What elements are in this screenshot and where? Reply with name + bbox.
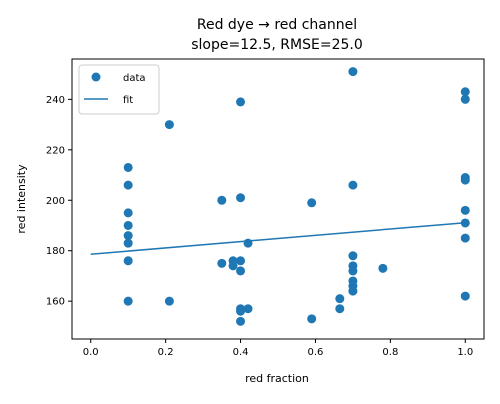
y-axis-ticks: 160 180 200 220 240 <box>46 95 72 308</box>
data-point-3 <box>124 221 133 230</box>
x-tick-label-3: 0.6 <box>308 347 324 358</box>
x-tick-label-0: 0.0 <box>83 347 99 358</box>
chart-title-line-1: Red dye → red channel <box>197 17 357 33</box>
fit-line <box>91 223 466 255</box>
data-point-25 <box>335 294 344 303</box>
y-tick-label-3: 220 <box>46 145 65 156</box>
y-tick-label-0: 160 <box>46 297 65 308</box>
data-point-27 <box>348 67 357 76</box>
data-point-20 <box>236 317 245 326</box>
chart-title-line-2: slope=12.5, RMSE=25.0 <box>191 37 363 53</box>
legend-marker-data <box>92 73 101 82</box>
data-point-2 <box>124 208 133 217</box>
y-tick-label-2: 200 <box>46 196 65 207</box>
y-tick-label-1: 180 <box>46 246 65 257</box>
x-tick-label-4: 0.8 <box>382 347 398 358</box>
y-axis-label: red intensity <box>15 164 28 234</box>
data-point-42 <box>461 234 470 243</box>
data-point-40 <box>461 206 470 215</box>
x-tick-label-5: 1.0 <box>457 347 473 358</box>
legend-box <box>79 65 159 114</box>
data-point-11 <box>217 259 226 268</box>
data-point-5 <box>124 239 133 248</box>
data-point-0 <box>124 163 133 172</box>
data-point-14 <box>236 97 245 106</box>
data-point-9 <box>165 297 174 306</box>
legend: data fit <box>79 65 159 114</box>
x-tick-label-1: 0.2 <box>158 347 174 358</box>
data-point-1 <box>124 181 133 190</box>
x-tick-label-2: 0.4 <box>233 347 249 358</box>
legend-label-data: data <box>123 73 146 84</box>
data-point-34 <box>348 287 357 296</box>
data-point-13 <box>229 261 238 270</box>
data-point-8 <box>165 120 174 129</box>
data-point-7 <box>124 297 133 306</box>
data-point-29 <box>348 251 357 260</box>
data-point-43 <box>461 292 470 301</box>
data-point-39 <box>461 176 470 185</box>
data-point-26 <box>335 304 344 313</box>
x-axis-ticks: 0.0 0.2 0.4 0.6 0.8 1.0 <box>83 339 473 358</box>
data-point-24 <box>307 314 316 323</box>
data-point-6 <box>124 256 133 265</box>
data-point-22 <box>244 304 253 313</box>
data-point-28 <box>348 181 357 190</box>
y-tick-label-4: 240 <box>46 95 65 106</box>
data-point-16 <box>236 256 245 265</box>
data-point-31 <box>348 266 357 275</box>
data-point-35 <box>378 264 387 273</box>
data-point-10 <box>217 196 226 205</box>
legend-label-fit: fit <box>123 95 133 106</box>
data-point-23 <box>307 198 316 207</box>
data-point-17 <box>236 266 245 275</box>
data-point-15 <box>236 193 245 202</box>
x-axis-label: red fraction <box>245 372 309 385</box>
data-point-37 <box>461 95 470 104</box>
